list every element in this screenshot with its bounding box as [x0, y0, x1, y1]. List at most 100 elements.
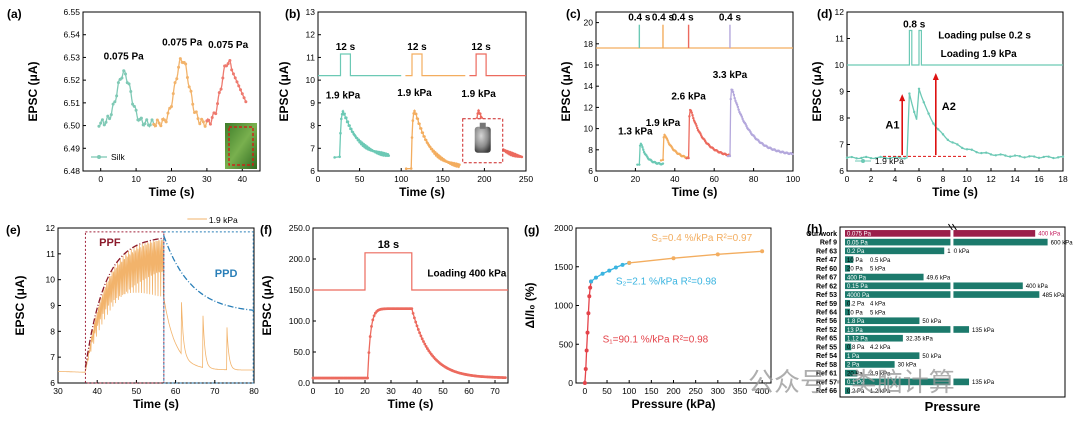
data-point [694, 122, 697, 125]
data-point [731, 90, 735, 94]
stimulus-pulse-line [318, 53, 402, 77]
x-tick-label: 0 [311, 386, 316, 396]
range-bar [845, 282, 1023, 290]
data-point [413, 109, 416, 113]
data-point [120, 76, 124, 80]
x-tick-label: 50 [355, 174, 365, 184]
data-point [372, 314, 376, 318]
x-tick-label: 70 [490, 386, 500, 396]
plot-frame [312, 227, 509, 384]
data-point [368, 335, 372, 338]
ref-label: Ref 52 [816, 327, 837, 334]
max-pressure-label: 49.6 kPa [927, 275, 951, 281]
y-tick-label: 14 [584, 81, 594, 91]
data-point [951, 141, 954, 144]
data-point [744, 123, 747, 126]
data-point [423, 135, 426, 138]
ref-label: Ref 56 [816, 318, 837, 325]
x-tick-label: 0 [316, 174, 321, 184]
y-tick-label: 6.53 [63, 52, 80, 62]
ppf-envelope [84, 237, 164, 368]
data-point [699, 132, 702, 135]
data-point [106, 114, 110, 118]
data-point [409, 167, 413, 170]
data-point [423, 342, 427, 346]
y-tick-label: 100.0 [289, 316, 311, 326]
data-point [143, 122, 147, 126]
series-line [637, 142, 664, 166]
x-tick-label: 40 [412, 386, 422, 396]
series-line [846, 88, 1063, 160]
ref-label: Our work [806, 231, 837, 238]
series-line [206, 59, 247, 126]
max-pressure-label: 100 kPa [947, 249, 970, 255]
data-point [620, 262, 625, 267]
panel-g: 0 50 100 150 200 250 300 350 400 0 500 1000 1500 2000… [523, 223, 772, 411]
x-tick-label: 200 [666, 386, 680, 396]
range-bar [845, 238, 1048, 246]
data-point [734, 99, 737, 103]
range-bar [845, 352, 920, 360]
data-point [922, 101, 925, 104]
data-point [233, 76, 237, 80]
y-tick-label: 6 [839, 166, 844, 176]
y-tick-label: 6.55 [63, 7, 80, 17]
y-tick-label: 200.0 [289, 254, 311, 264]
panel-letter: (a) [7, 7, 22, 21]
data-point [131, 102, 135, 106]
data-point [613, 265, 618, 270]
min-pressure-label: 20 Pa [847, 267, 863, 273]
panel-e: 30 40 50 60 70 80 6 7 8 9 10 11 12 Time (s) EPSC (μA) (… [6, 215, 259, 411]
axis-break-mark [952, 223, 957, 231]
axis-break-mark [948, 223, 953, 231]
y-tick-label: 18 [584, 39, 594, 49]
data-point [1004, 154, 1007, 157]
ref-label: Ref 57 [816, 379, 837, 386]
data-point [357, 138, 361, 142]
data-point [235, 80, 239, 84]
data-point [411, 311, 415, 315]
y-tick-label: 7 [839, 140, 844, 150]
max-pressure-label: 485 kPa [1042, 293, 1065, 299]
legend-label: Silk [111, 152, 125, 162]
data-point [208, 122, 212, 126]
data-point [593, 275, 598, 280]
data-point [422, 340, 425, 343]
data-point [184, 62, 188, 66]
y-tick-label: 8 [50, 326, 55, 336]
y-tick-label: 500 [559, 339, 573, 349]
data-point [242, 96, 246, 100]
data-point [860, 156, 863, 160]
x-tick-label: 100 [394, 174, 408, 184]
x-tick-label: 0 [594, 174, 599, 184]
data-point [879, 155, 882, 159]
x-tick-label: 100 [622, 386, 636, 396]
min-pressure-label: 400 Pa [847, 275, 867, 281]
x-axis-title: Time (s) [672, 185, 718, 199]
y-tick-label: 9 [839, 87, 844, 97]
data-point [961, 146, 964, 150]
data-point [913, 110, 916, 114]
data-point [691, 113, 694, 117]
y-tick-label: 1500 [554, 262, 573, 272]
ref-label: Ref 66 [816, 388, 837, 395]
data-point [1023, 156, 1026, 159]
data-point [418, 331, 421, 335]
pulse-label: 0.4 s [719, 13, 742, 24]
ppd-label: PPD [215, 268, 238, 280]
range-bar [845, 326, 970, 333]
data-point [224, 64, 228, 68]
data-point [134, 108, 138, 112]
series-line [58, 239, 254, 373]
data-point [732, 93, 736, 97]
y-tick-label: 10 [46, 275, 56, 285]
pressure-label: 3.3 kPa [713, 70, 748, 81]
data-point [418, 122, 421, 126]
data-point [108, 117, 112, 121]
data-point [855, 157, 858, 160]
min-pressure-label: 0.2 Pa [847, 389, 865, 395]
data-point [198, 122, 202, 126]
data-point [404, 167, 408, 171]
data-point [937, 128, 940, 131]
data-point [898, 156, 901, 159]
